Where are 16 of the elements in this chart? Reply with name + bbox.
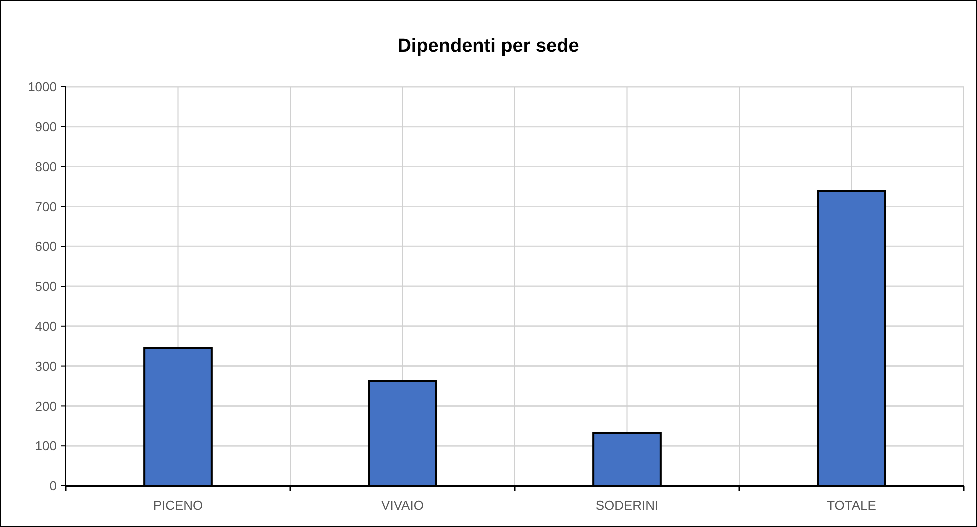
y-tick-label: 300 (35, 358, 57, 374)
y-tick-label: 1000 (28, 80, 57, 95)
y-tick-label: 500 (35, 279, 57, 294)
y-tick-label: 100 (35, 438, 57, 454)
x-tick-label: PICENO (153, 498, 204, 513)
y-tick-label: 700 (35, 199, 57, 214)
y-tick-label: 0 (50, 478, 57, 494)
y-tick-label: 400 (35, 318, 57, 334)
y-tick-label: 800 (35, 159, 57, 174)
x-tick-label: TOTALE (827, 498, 877, 513)
x-tick-label: SODERINI (596, 498, 659, 513)
x-tick-label: VIVAIO (382, 498, 424, 513)
y-tick-label: 900 (35, 119, 57, 134)
y-tick-label: 600 (35, 239, 57, 254)
chart-title: Dipendenti per sede (398, 36, 580, 57)
y-tick-label: 200 (35, 398, 57, 414)
